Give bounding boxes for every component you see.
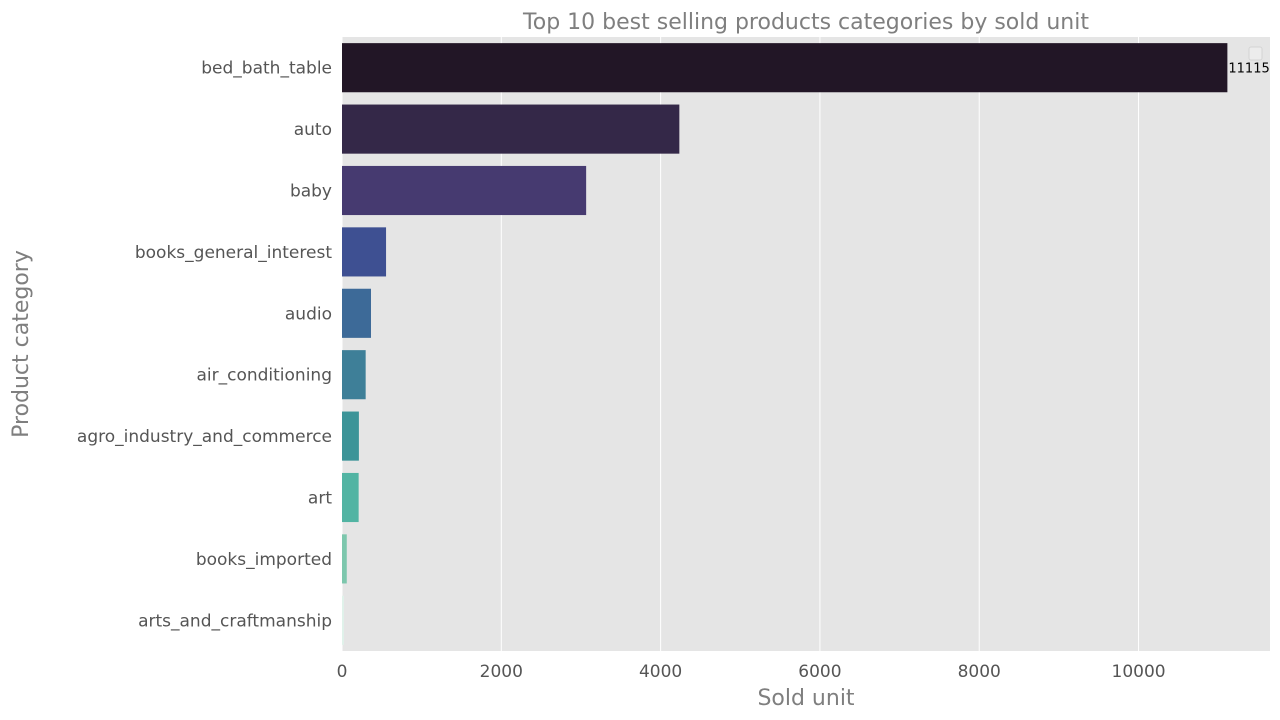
x-tick-label: 0	[337, 662, 348, 682]
y-tick-label: books_general_interest	[135, 243, 332, 263]
legend-box	[1248, 46, 1263, 61]
bar-books-imported	[342, 534, 347, 584]
data-labels: 11115	[1228, 62, 1269, 77]
y-axis-label: Product category	[9, 250, 34, 438]
x-tick-labels: 0 2000 4000 6000 8000 10000	[337, 662, 1166, 682]
bar-baby	[342, 165, 587, 216]
x-tick-label: 4000	[639, 662, 682, 682]
bar-books-general-interest	[342, 227, 387, 277]
x-tick-label: 6000	[798, 662, 841, 682]
bars	[342, 43, 1228, 645]
bar-air-conditioning	[342, 350, 366, 400]
bar-bed-bath-table	[342, 43, 1228, 93]
bar-art	[342, 472, 359, 523]
x-tick-label: 2000	[480, 662, 523, 682]
y-tick-label: books_imported	[196, 550, 332, 570]
x-tick-label: 10000	[1112, 662, 1166, 682]
chart-title: Top 10 best selling products categories …	[522, 10, 1089, 35]
y-tick-label: agro_industry_and_commerce	[77, 427, 332, 447]
bar-arts-and-craftmanship	[342, 595, 344, 645]
y-tick-label: arts_and_craftmanship	[138, 611, 332, 631]
bar-auto	[342, 104, 680, 154]
x-tick-label: 8000	[958, 662, 1001, 682]
y-tick-label: auto	[294, 120, 332, 140]
data-label: 11115	[1228, 62, 1269, 77]
x-axis-label: Sold unit	[757, 686, 854, 711]
y-tick-label: air_conditioning	[196, 366, 332, 386]
y-tick-label: bed_bath_table	[201, 59, 332, 79]
bar-audio	[342, 288, 371, 338]
y-tick-label: baby	[290, 182, 332, 202]
bar-agro-industry-and-commerce	[342, 411, 359, 461]
y-tick-label: audio	[285, 304, 332, 324]
y-tick-label: art	[308, 489, 332, 509]
